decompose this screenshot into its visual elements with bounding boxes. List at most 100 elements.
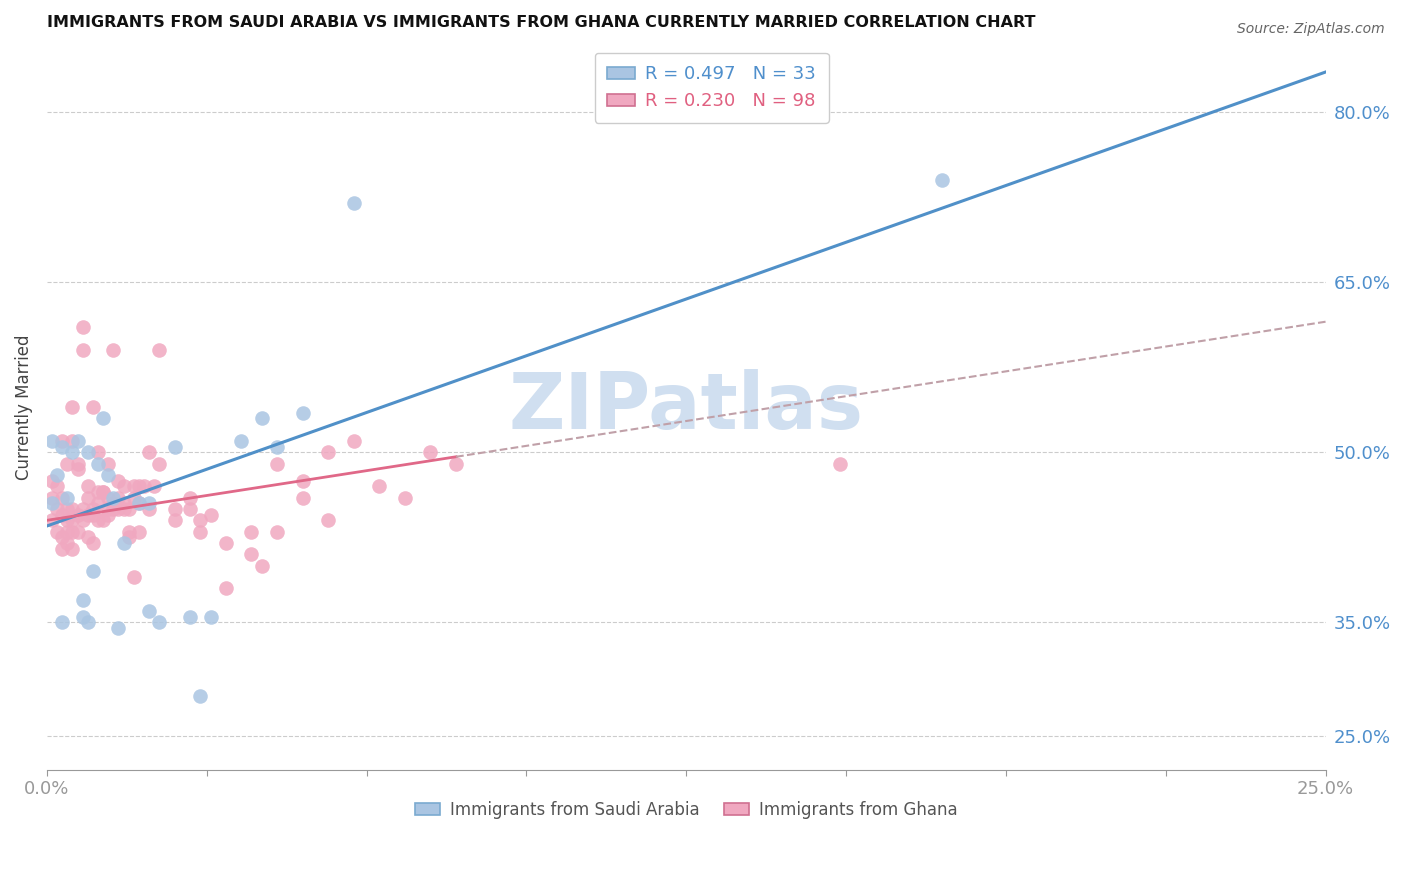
Point bbox=[72, 502, 94, 516]
Point bbox=[188, 690, 211, 704]
Point bbox=[138, 604, 160, 618]
Point bbox=[72, 513, 94, 527]
Point bbox=[56, 457, 79, 471]
Y-axis label: Currently Married: Currently Married bbox=[15, 334, 32, 480]
Point bbox=[200, 609, 222, 624]
Point bbox=[148, 343, 170, 357]
Point bbox=[82, 400, 104, 414]
Point bbox=[56, 502, 79, 516]
Point bbox=[66, 434, 89, 448]
Point bbox=[103, 491, 125, 505]
Point bbox=[87, 457, 110, 471]
Point bbox=[118, 524, 141, 539]
Point bbox=[66, 462, 89, 476]
Point bbox=[76, 508, 98, 522]
Point bbox=[215, 536, 238, 550]
Point bbox=[62, 541, 84, 556]
Point bbox=[266, 457, 288, 471]
Point bbox=[107, 491, 129, 505]
Point bbox=[56, 524, 79, 539]
Point bbox=[112, 496, 135, 510]
Point bbox=[112, 502, 135, 516]
Point bbox=[163, 440, 186, 454]
Point bbox=[51, 541, 73, 556]
Point bbox=[419, 445, 441, 459]
Point bbox=[103, 496, 125, 510]
Point bbox=[76, 530, 98, 544]
Point bbox=[82, 502, 104, 516]
Point bbox=[97, 491, 120, 505]
Point bbox=[41, 474, 63, 488]
Point bbox=[41, 496, 63, 510]
Point bbox=[87, 513, 110, 527]
Point bbox=[122, 491, 145, 505]
Point bbox=[343, 434, 366, 448]
Point bbox=[188, 513, 211, 527]
Point bbox=[291, 474, 314, 488]
Point bbox=[82, 536, 104, 550]
Point bbox=[66, 508, 89, 522]
Point bbox=[128, 479, 150, 493]
Point bbox=[118, 530, 141, 544]
Point bbox=[240, 547, 263, 561]
Point bbox=[828, 457, 851, 471]
Point bbox=[72, 592, 94, 607]
Text: Source: ZipAtlas.com: Source: ZipAtlas.com bbox=[1237, 22, 1385, 37]
Point bbox=[46, 524, 69, 539]
Point bbox=[62, 524, 84, 539]
Point bbox=[138, 502, 160, 516]
Point bbox=[87, 445, 110, 459]
Point bbox=[76, 615, 98, 630]
Point bbox=[128, 496, 150, 510]
Point bbox=[97, 508, 120, 522]
Point bbox=[51, 508, 73, 522]
Point bbox=[51, 530, 73, 544]
Legend: Immigrants from Saudi Arabia, Immigrants from Ghana: Immigrants from Saudi Arabia, Immigrants… bbox=[406, 792, 966, 827]
Point bbox=[62, 502, 84, 516]
Point bbox=[91, 485, 114, 500]
Point bbox=[188, 524, 211, 539]
Point bbox=[163, 513, 186, 527]
Point bbox=[62, 434, 84, 448]
Point bbox=[51, 440, 73, 454]
Text: ZIPatlas: ZIPatlas bbox=[509, 368, 863, 445]
Point bbox=[266, 524, 288, 539]
Point bbox=[107, 502, 129, 516]
Point bbox=[138, 445, 160, 459]
Point bbox=[112, 536, 135, 550]
Point bbox=[103, 343, 125, 357]
Point bbox=[56, 513, 79, 527]
Point bbox=[66, 457, 89, 471]
Point bbox=[76, 445, 98, 459]
Point bbox=[91, 513, 114, 527]
Point bbox=[87, 496, 110, 510]
Point bbox=[46, 502, 69, 516]
Point bbox=[179, 502, 201, 516]
Point bbox=[343, 195, 366, 210]
Point bbox=[179, 609, 201, 624]
Point bbox=[91, 485, 114, 500]
Point bbox=[72, 343, 94, 357]
Point bbox=[250, 411, 273, 425]
Point bbox=[132, 479, 155, 493]
Point bbox=[143, 479, 166, 493]
Point bbox=[291, 491, 314, 505]
Point bbox=[148, 457, 170, 471]
Point bbox=[103, 502, 125, 516]
Point bbox=[91, 411, 114, 425]
Point bbox=[41, 434, 63, 448]
Point bbox=[394, 491, 416, 505]
Point bbox=[72, 609, 94, 624]
Point bbox=[97, 502, 120, 516]
Point bbox=[97, 467, 120, 482]
Point bbox=[66, 524, 89, 539]
Point bbox=[46, 467, 69, 482]
Point bbox=[931, 173, 953, 187]
Point bbox=[76, 479, 98, 493]
Point bbox=[444, 457, 467, 471]
Point bbox=[97, 457, 120, 471]
Point bbox=[316, 445, 339, 459]
Point bbox=[291, 405, 314, 419]
Point bbox=[72, 320, 94, 334]
Point bbox=[62, 445, 84, 459]
